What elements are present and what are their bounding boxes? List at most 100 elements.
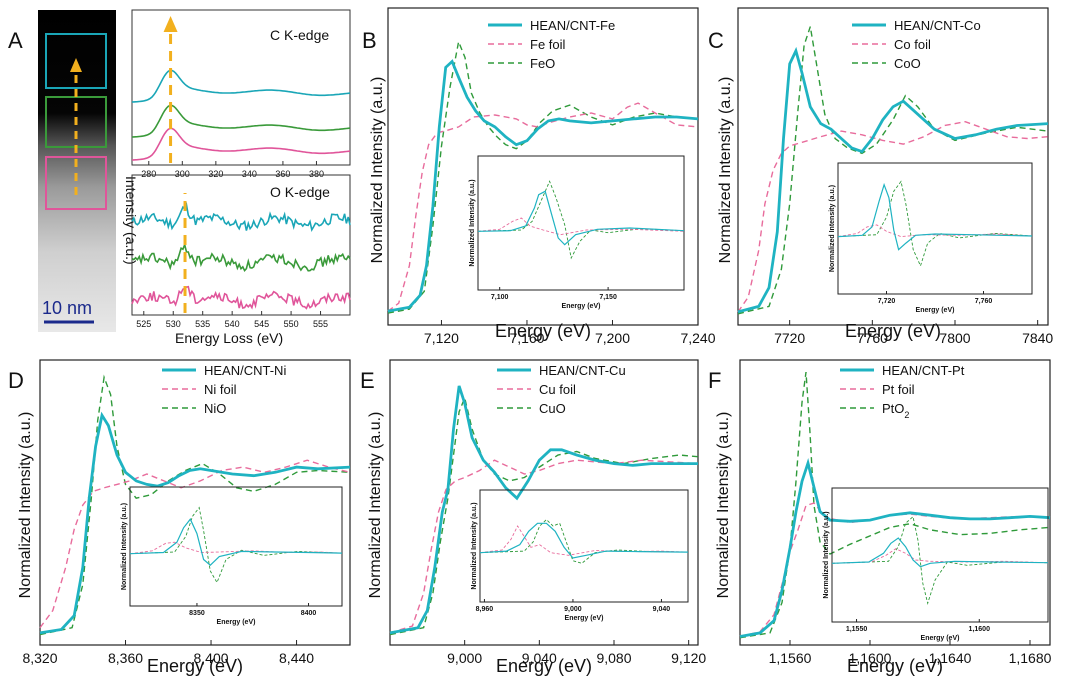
x-tick-label: 8,400 xyxy=(194,650,229,666)
x-tick-label: 1,1640 xyxy=(929,650,972,666)
inset: 8,960 9,000 9,040 Energy (eV) Normalized Int… xyxy=(471,489,689,622)
inset: 1,1550 1,1600 Energy (eV) Normalized Intens… xyxy=(823,487,1049,642)
inset-tick-label: 1,1600 xyxy=(969,626,991,633)
series-oxide xyxy=(39,374,351,636)
legend-label: Cu foil xyxy=(539,382,576,397)
inset-x-label: Energy (eV) xyxy=(217,619,256,626)
inset-x-label: Energy (eV) xyxy=(562,303,601,310)
inset-series-sample xyxy=(831,537,1049,568)
series-sample xyxy=(387,59,699,313)
x-tick-label: 7,240 xyxy=(680,330,715,346)
inset-series-foil xyxy=(477,217,685,236)
x-axis-label: Energy (eV) xyxy=(147,656,243,676)
inset-series-oxide xyxy=(129,506,343,584)
series-foil xyxy=(39,459,351,629)
inset-y-label: Normalized Intensity (a.u.) xyxy=(823,511,830,598)
y-axis-label: Normalized Intensity (a.u.) xyxy=(369,77,386,264)
inset-tick-label: 9,040 xyxy=(653,606,671,613)
legend-label: Fe foil xyxy=(530,37,566,52)
y-axis-label: Normalized Intensity (a.u.) xyxy=(715,412,732,599)
stem-image xyxy=(38,10,116,332)
panel-b: B 7,120 7,160 7,200 7,240 Energy (eV) Normaliz… xyxy=(362,7,716,346)
edge-spectrum-3 xyxy=(131,127,351,161)
x-tick-label: 8,440 xyxy=(279,650,314,666)
x-tick-label: 7,160 xyxy=(509,330,544,346)
y-axis-label: Normalized Intensity (a.u.) xyxy=(717,77,734,264)
x-axis-label: Energy (eV) xyxy=(845,321,941,341)
inset-series-foil xyxy=(831,548,1049,564)
series-foil xyxy=(387,102,699,312)
inset: 7,720 7,760 Energy (eV) Normalized Intensit… xyxy=(829,162,1033,314)
series-sample xyxy=(389,385,698,635)
inset-tick-label: 9,000 xyxy=(564,606,582,613)
series-sample xyxy=(739,458,1051,638)
x-tick-label: 1,1600 xyxy=(849,650,892,666)
inset-series-oxide xyxy=(837,180,1033,268)
inset-x-label: Energy (eV) xyxy=(565,615,604,622)
inset-y-label: Normalized Intensity (a.u.) xyxy=(829,185,836,272)
edge-spectrum-2 xyxy=(131,104,351,138)
x-tick-label: 7720 xyxy=(774,330,805,346)
inset-tick-label: 7,760 xyxy=(975,298,993,305)
x-tick-label: 1,1680 xyxy=(1009,650,1052,666)
x-axis-label: Energy (eV) xyxy=(847,656,943,676)
panel-c: C 7720 7760 7800 7840 Energy (eV) Normalized I… xyxy=(708,7,1053,346)
y-axis-label: Normalized Intensity (a.u.) xyxy=(17,412,34,599)
inset-series-oxide xyxy=(477,180,685,260)
edge-tick-label: 320 xyxy=(208,169,223,179)
inset-tick-label: 7,720 xyxy=(878,298,896,305)
inset-frame xyxy=(129,486,343,607)
inset-series-oxide xyxy=(479,518,689,564)
c-edge-ticks: 280 300 320 340 360 380 xyxy=(141,161,324,179)
edge-spectrum-1 xyxy=(131,69,351,103)
panel-letter: F xyxy=(708,368,721,393)
edge-tick-label: 540 xyxy=(225,319,240,329)
scan-arrow-head xyxy=(70,58,82,72)
inset-y-label: Normalized Intensity (a.u.) xyxy=(469,179,476,266)
panel-letter: B xyxy=(362,28,377,53)
inset-tick-label: 7,100 xyxy=(491,294,509,301)
scale-bar-label: 10 nm xyxy=(42,298,92,318)
panel-letter-a: A xyxy=(8,28,23,53)
panel-a-xlabel: Energy Loss (eV) xyxy=(175,330,283,346)
panel-letter: D xyxy=(8,368,24,393)
inset-tick-label: 1,1550 xyxy=(846,626,868,633)
plot-frame xyxy=(389,359,699,646)
panel-a: A 10 nm Intensity (a.u.) C K-edge 280 300… xyxy=(8,9,351,346)
x-tick-label: 9,000 xyxy=(447,650,482,666)
inset: 8350 8400 Energy (eV) Normalized Intensity … xyxy=(121,486,343,626)
inset-tick-label: 7,150 xyxy=(599,294,617,301)
inset-series-oxide xyxy=(831,515,1049,605)
series-foil xyxy=(737,120,1049,313)
edge-tick-label: 380 xyxy=(309,169,324,179)
panel-letter: C xyxy=(708,28,724,53)
x-tick-label: 7,200 xyxy=(595,330,630,346)
panel-f: F 1,1560 1,1600 1,1640 1,1680 Energy (eV) Norm… xyxy=(708,359,1052,676)
legend-label: HEAN/CNT-Pt xyxy=(882,363,965,378)
c-edge-title: C K-edge xyxy=(270,27,329,43)
x-tick-label: 7,120 xyxy=(424,330,459,346)
edge-tick-label: 280 xyxy=(141,169,156,179)
plot-frame xyxy=(39,359,351,646)
panel-e: E 9,000 9,040 9,080 9,120 Energy (eV) Normaliz… xyxy=(360,359,706,676)
x-tick-label: 9,120 xyxy=(671,650,706,666)
series-sample xyxy=(39,411,351,635)
legend-label: Co foil xyxy=(894,37,931,52)
inset: 7,100 7,150 Energy (eV) Normalized Intensit… xyxy=(469,155,685,310)
x-tick-label: 8,360 xyxy=(108,650,143,666)
o-edge-spectra xyxy=(131,202,351,310)
legend-subscript: 2 xyxy=(904,410,909,420)
region-box-top xyxy=(45,33,107,89)
inset-frame xyxy=(837,162,1033,295)
inset-series-sample xyxy=(479,522,689,559)
c-edge-arrow-head xyxy=(163,16,178,32)
legend-label: HEAN/CNT-Co xyxy=(894,18,981,33)
legend-label: Pt foil xyxy=(882,382,915,397)
edge-tick-label: 555 xyxy=(313,319,328,329)
inset-x-label: Energy (eV) xyxy=(921,635,960,642)
inset-y-label: Normalized Intensity (a.u.) xyxy=(471,502,478,589)
series-oxide xyxy=(737,26,1049,315)
edge-tick-label: 300 xyxy=(175,169,190,179)
legend-label: FeO xyxy=(530,56,555,71)
